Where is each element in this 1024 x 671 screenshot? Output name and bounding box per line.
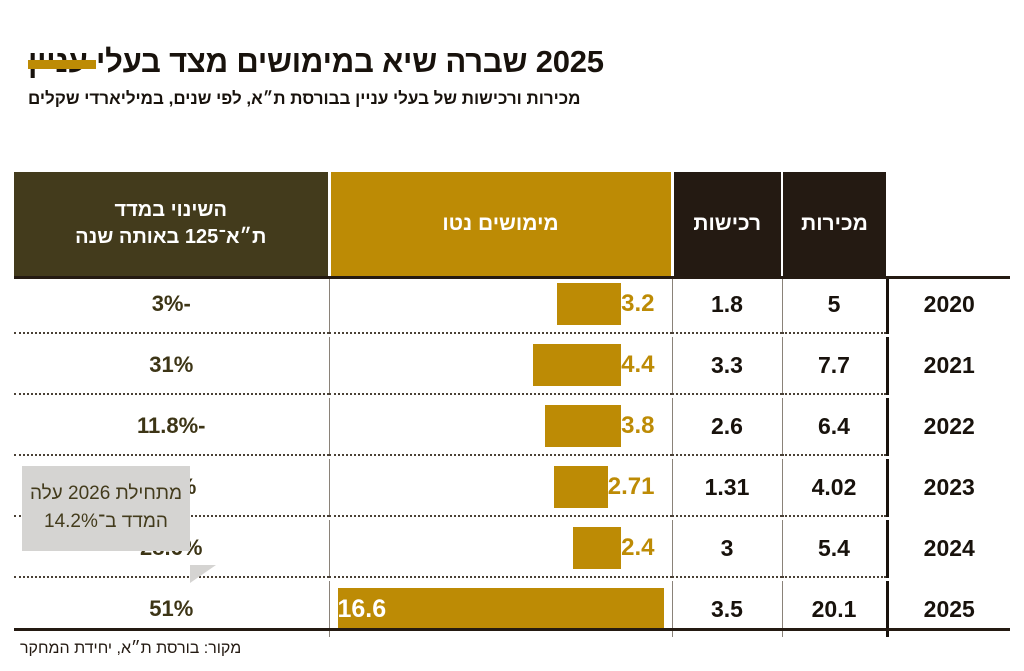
cell-purchases: 1.31 (671, 459, 782, 516)
row-separator (14, 393, 1010, 398)
cell-year: 2021 (885, 337, 1010, 394)
cell-index-change: 51% (149, 596, 194, 621)
net-bar (573, 527, 622, 569)
table-bottom-rule (14, 628, 1010, 631)
column-header-purchases: רכישות (671, 172, 783, 276)
row-separator (14, 576, 1010, 581)
cell-sales: 6.4 (781, 398, 887, 455)
source-note: מקור: בורסת ת״א, יחידת המחקר (20, 640, 242, 657)
table-top-rule (14, 276, 1010, 279)
bar-holder: 2.4 (338, 520, 664, 576)
cell-purchases: 3.5 (671, 581, 782, 637)
accent-rule (28, 60, 96, 69)
page-subtitle: מכירות ורכישות של בעלי עניין בבורסת ת״א,… (28, 88, 581, 108)
table-header: מכירות רכישות מימושים נטו השינוי במדד ת״… (14, 172, 1010, 276)
net-bar (553, 466, 608, 508)
cell-net-bar: 4.4 (328, 337, 672, 394)
column-header-year (887, 172, 1010, 276)
table-row[interactable]: 2022 6.4 2.6 3.8 ‑11.8% (14, 398, 1010, 455)
row-separator (14, 332, 1010, 337)
cell-net-bar: 3.2 (328, 276, 672, 333)
cell-year: 2020 (885, 276, 1010, 333)
net-bar (545, 405, 622, 447)
table-row[interactable]: 2025 20.1 3.5 16.6 51% (14, 581, 1010, 637)
net-bar (533, 344, 622, 386)
cell-year: 2025 (885, 581, 1010, 637)
cell-purchases: 1.8 (671, 276, 782, 333)
bar-holder: 3.2 (338, 276, 664, 332)
bar-value-label: 3.2 (621, 290, 655, 317)
cell-net-bar: 2.4 (328, 520, 672, 577)
callout-tail (190, 565, 216, 583)
cell-year: 2023 (885, 459, 1010, 516)
bar-holder: 4.4 (338, 337, 664, 393)
callout-box: מתחילת 2026 עלה המדד ב־14.2% (22, 466, 190, 552)
cell-sales: 7.7 (781, 337, 887, 394)
bar-value-label: 16.6 (337, 594, 387, 623)
row-separator (14, 454, 1010, 459)
data-table: מכירות רכישות מימושים נטו השינוי במדד ת״… (14, 172, 1010, 637)
bar-holder: 2.71 (338, 459, 664, 515)
page-title: 2025 שברה שיא במימושים מצד בעלי עניין (28, 44, 604, 79)
cell-year: 2022 (885, 398, 1010, 455)
index-change-label-line2: ת״א־125 באותה שנה (75, 226, 267, 248)
cell-purchases: 3 (671, 520, 782, 577)
cell-sales: 4.02 (781, 459, 887, 516)
cell-sales: 20.1 (781, 581, 887, 637)
cell-index-change: ‑11.8% (137, 413, 206, 438)
cell-index-change: ‑3% (151, 291, 191, 316)
cell-sales: 5.4 (781, 520, 887, 577)
cell-net-bar: 2.71 (328, 459, 672, 516)
index-change-label-line1: השינוי במדד (114, 199, 227, 221)
bar-value-label: 2.71 (607, 473, 655, 500)
bar-value-label: 2.4 (621, 534, 655, 561)
cell-purchases: 2.6 (671, 398, 782, 455)
cell-purchases: 3.3 (671, 337, 782, 394)
cell-sales: 5 (781, 276, 887, 333)
bar-value-label: 4.4 (621, 351, 655, 378)
bar-holder: 16.6 (337, 581, 664, 637)
column-header-sales: מכירות (781, 172, 888, 276)
cell-net-bar: 16.6 (328, 581, 672, 637)
table-row[interactable]: 2020 5 1.8 3.2 ‑3% (14, 276, 1010, 333)
table-body: 2020 5 1.8 3.2 ‑3% 2021 7.7 3.3 4.4 31% 2022 6.4 2.6… (14, 276, 1010, 637)
infographic-header: 2025 שברה שיא במימושים מצד בעלי עניין מכ… (0, 0, 1024, 109)
net-bar: 16.6 (337, 588, 664, 630)
cell-year: 2024 (885, 520, 1010, 577)
bar-holder: 3.8 (338, 398, 664, 454)
cell-index-change: 31% (149, 352, 194, 377)
data-table-wrapper: מכירות רכישות מימושים נטו השינוי במדד ת״… (14, 172, 1010, 637)
cell-net-bar: 3.8 (328, 398, 672, 455)
column-header-index-change: השינוי במדד ת״א־125 באותה שנה (14, 172, 329, 276)
bar-value-label: 3.8 (621, 412, 655, 439)
table-row[interactable]: 2021 7.7 3.3 4.4 31% (14, 337, 1010, 394)
net-bar (557, 283, 622, 325)
column-header-net: מימושים נטו (327, 172, 674, 276)
